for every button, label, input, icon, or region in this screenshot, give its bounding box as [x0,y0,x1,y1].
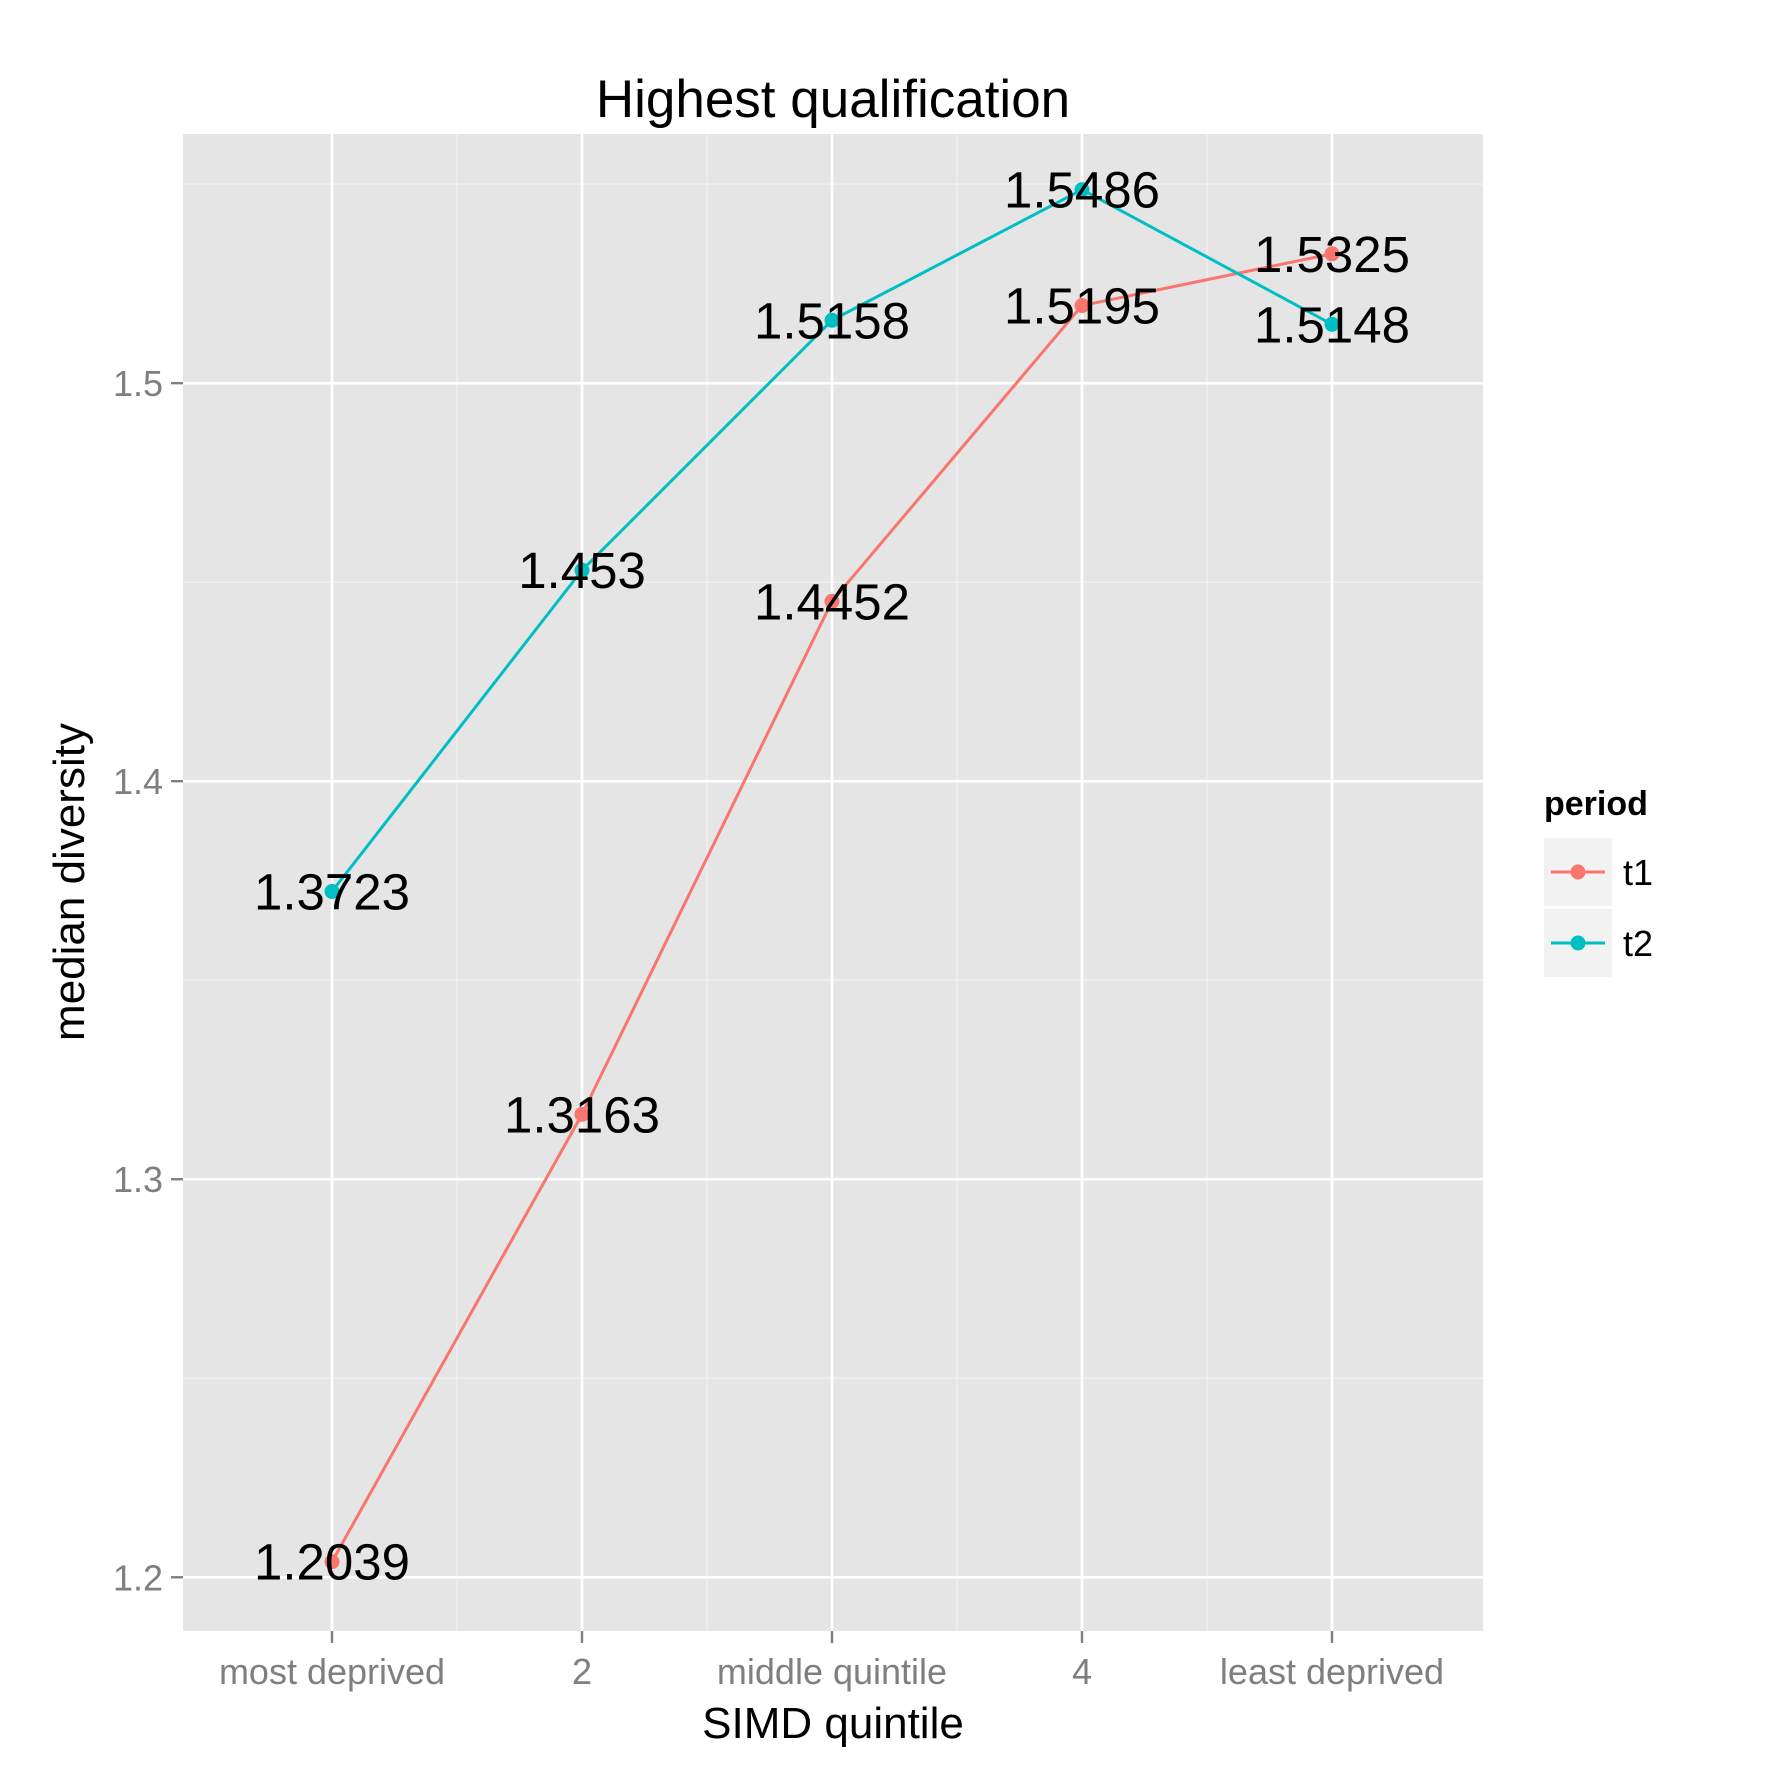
data-label-t1: 1.2039 [254,1534,410,1591]
x-tick-label: 2 [572,1651,592,1692]
x-tick-label: most deprived [219,1651,445,1692]
series-layer [324,182,1340,1570]
y-axis: 1.2 1.3 1.4 1.5 [113,363,183,1598]
x-tick-label: 4 [1072,1651,1092,1692]
data-point-t1 [1074,298,1090,314]
data-label-t1: 1.5195 [1004,278,1160,335]
legend-title: period [1544,785,1648,823]
data-point-t2 [324,883,340,899]
data-point-t1 [324,1554,340,1570]
y-axis-title: median diversity [45,723,94,1041]
y-tick-label: 1.2 [113,1557,163,1598]
x-axis-title: SIMD quintile [702,1699,964,1748]
data-label-t1: 1.4452 [754,573,910,630]
legend-point-t2 [1570,935,1586,951]
data-label-t1: 1.3163 [504,1086,660,1143]
y-tick-label: 1.5 [113,363,163,404]
x-tick-label: middle quintile [717,1651,947,1692]
chart-title: Highest qualification [596,70,1070,129]
data-point-t2 [574,562,590,578]
data-label-t2: 1.453 [518,542,646,599]
y-tick-label: 1.4 [113,761,163,802]
grid-major [183,134,1483,1631]
data-label-t1: 1.5325 [1254,226,1410,283]
legend: period t1 t2 [1544,785,1653,977]
data-point-t1 [1324,246,1340,262]
data-label-t2: 1.5158 [754,292,910,349]
data-label-layer: 1.2039 1.3163 1.4452 1.5195 1.5325 1.3723 1.45… [254,162,1410,1591]
data-point-t2 [1324,316,1340,332]
y-tick-label: 1.3 [113,1159,163,1200]
legend-items: t1 t2 [1544,838,1653,977]
x-tick-label: least deprived [1220,1651,1444,1692]
data-label-t2: 1.5486 [1004,162,1160,219]
legend-point-t1 [1570,864,1586,880]
legend-label-t2: t2 [1623,923,1653,964]
data-point-t2 [824,312,840,328]
data-point-t2 [1074,182,1090,198]
data-point-t1 [824,593,840,609]
data-label-t2: 1.5148 [1254,296,1410,353]
data-point-t1 [574,1106,590,1122]
data-label-t2: 1.3723 [254,863,410,920]
legend-label-t1: t1 [1623,852,1653,893]
x-axis: most deprived 2 middle quintile 4 least depr… [219,1631,1444,1692]
